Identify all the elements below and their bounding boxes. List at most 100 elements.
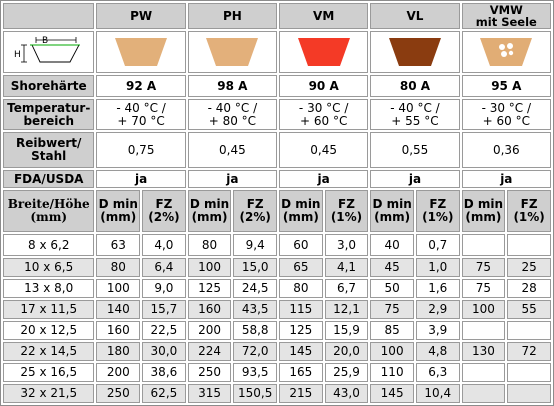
fz-value: 20,0 bbox=[324, 342, 369, 361]
fz-value: 2,9 bbox=[415, 300, 460, 319]
dmin-value: 145 bbox=[370, 384, 414, 403]
fz-value: 1,6 bbox=[415, 279, 460, 298]
fz-value: 6,4 bbox=[142, 258, 186, 277]
dmin-value bbox=[461, 384, 506, 403]
value-line: - 40 °C / bbox=[116, 100, 166, 115]
column-header-vmw: VMW mit Seele bbox=[461, 3, 551, 29]
size-cell: 20 x 12,5 bbox=[3, 321, 95, 340]
dmin-value: 45 bbox=[370, 258, 414, 277]
fz-value: 6,7 bbox=[324, 279, 369, 298]
friction-label: Reibwert/Stahl bbox=[3, 132, 95, 168]
dmin-line: (mm) bbox=[191, 210, 228, 224]
fda-label: FDA/USDA bbox=[3, 170, 95, 188]
shore-value: 80 A bbox=[370, 75, 460, 97]
fz-header: FZ (1%) bbox=[507, 190, 551, 232]
size-cell: 32 x 21,5 bbox=[3, 384, 95, 403]
dmin-line: (mm) bbox=[100, 210, 137, 224]
label-line: Reibwert/ bbox=[16, 136, 82, 150]
dmin-value: 180 bbox=[96, 342, 141, 361]
value-line: - 40 °C / bbox=[390, 100, 440, 115]
dmin-value: 40 bbox=[370, 234, 414, 256]
value-line: - 30 °C / bbox=[481, 100, 532, 115]
fz-value: 38,6 bbox=[142, 363, 186, 382]
dmin-value: 80 bbox=[96, 258, 141, 277]
fz-value: 25 bbox=[507, 258, 551, 277]
value-line: + 60 °C bbox=[299, 113, 348, 128]
dmin-line: D min bbox=[281, 197, 321, 211]
dmin-value: 100 bbox=[187, 258, 232, 277]
dmin-value: 125 bbox=[279, 321, 323, 340]
dmin-value bbox=[461, 363, 506, 382]
belt-cross-section-vmw bbox=[480, 38, 533, 66]
height-label-h: H bbox=[14, 50, 21, 60]
dmin-header: D min (mm) bbox=[279, 190, 323, 232]
fz-value: 72,0 bbox=[233, 342, 278, 361]
value-text: ja bbox=[317, 171, 330, 186]
shore-label: Shorehärte bbox=[3, 75, 95, 97]
dmin-header: D min (mm) bbox=[96, 190, 141, 232]
value-line: + 80 °C bbox=[208, 113, 257, 128]
value-text: 80 A bbox=[399, 78, 431, 93]
dmin-line: (mm) bbox=[465, 210, 502, 224]
temp-label: Temperatur-bereich bbox=[3, 99, 95, 130]
size-header-line: (mm) bbox=[30, 210, 68, 224]
value-line: + 60 °C bbox=[482, 113, 530, 128]
dmin-value: 160 bbox=[187, 300, 232, 319]
value-text: 90 A bbox=[308, 78, 339, 93]
dmin-value: 200 bbox=[187, 321, 232, 340]
value-line: - 30 °C / bbox=[298, 100, 349, 115]
corner-cell bbox=[3, 3, 95, 29]
table-row: PW PH VM VL VMW mit Seele bbox=[3, 3, 551, 29]
fda-value: ja bbox=[461, 170, 551, 188]
size-cell: 25 x 16,5 bbox=[3, 363, 95, 382]
fz-value: 15,7 bbox=[142, 300, 186, 319]
fz-value: 30,0 bbox=[142, 342, 186, 361]
fz-value: 28 bbox=[507, 279, 551, 298]
value-text: 0,45 bbox=[219, 142, 246, 157]
label-text: Shorehärte bbox=[10, 78, 87, 93]
value-text: 95 A bbox=[491, 78, 522, 93]
label-line: Stahl bbox=[31, 149, 67, 163]
value-text: ja bbox=[226, 171, 239, 186]
shore-value: 90 A bbox=[279, 75, 369, 97]
belt-cross-section-vm bbox=[297, 38, 350, 66]
dmin-value: 60 bbox=[279, 234, 323, 256]
belt-sample-vl bbox=[370, 31, 460, 73]
belt-sample-ph bbox=[187, 31, 278, 73]
size-header: Breite/Höhe (mm) bbox=[3, 190, 95, 232]
value-text: ja bbox=[134, 171, 148, 186]
column-header-line: PW bbox=[130, 8, 153, 23]
fz-value: 22,5 bbox=[142, 321, 186, 340]
column-header-vl: VL bbox=[370, 3, 460, 29]
table-row: Temperatur-bereich - 40 °C / + 70 °C - 40 °… bbox=[3, 99, 551, 130]
fz-value: 6,3 bbox=[415, 363, 460, 382]
width-label-b: B bbox=[42, 36, 49, 46]
column-header-line: VMW bbox=[489, 3, 523, 17]
table-row: 20 x 12,5 160 22,5 200 58,8 125 15,9 85 3,9 bbox=[3, 321, 551, 340]
friction-value: 0,75 bbox=[96, 132, 186, 168]
size-cell: 13 x 8,0 bbox=[3, 279, 95, 298]
fz-value bbox=[507, 363, 551, 382]
fz-value: 15,9 bbox=[324, 321, 369, 340]
dmin-value: 75 bbox=[370, 300, 414, 319]
dmin-line: D min bbox=[98, 197, 138, 211]
fz-header: FZ (1%) bbox=[415, 190, 460, 232]
fda-value: ja bbox=[96, 170, 186, 188]
table-row: Reibwert/Stahl 0,75 0,45 0,45 0,55 0,36 bbox=[3, 132, 551, 168]
dmin-value: 80 bbox=[279, 279, 323, 298]
dmin-value: 215 bbox=[279, 384, 323, 403]
label-line: bereich bbox=[23, 113, 74, 128]
temp-value: - 40 °C / + 70 °C bbox=[96, 99, 186, 130]
fz-value: 3,9 bbox=[415, 321, 460, 340]
dmin-value: 100 bbox=[370, 342, 414, 361]
temp-value: - 30 °C / + 60 °C bbox=[279, 99, 369, 130]
shore-value: 98 A bbox=[187, 75, 278, 97]
dmin-value: 165 bbox=[279, 363, 323, 382]
dmin-value: 115 bbox=[279, 300, 323, 319]
fz-line: FZ bbox=[155, 197, 173, 211]
dmin-line: D min bbox=[372, 197, 412, 211]
fz-value: 93,5 bbox=[233, 363, 278, 382]
fz-header: FZ (1%) bbox=[324, 190, 369, 232]
